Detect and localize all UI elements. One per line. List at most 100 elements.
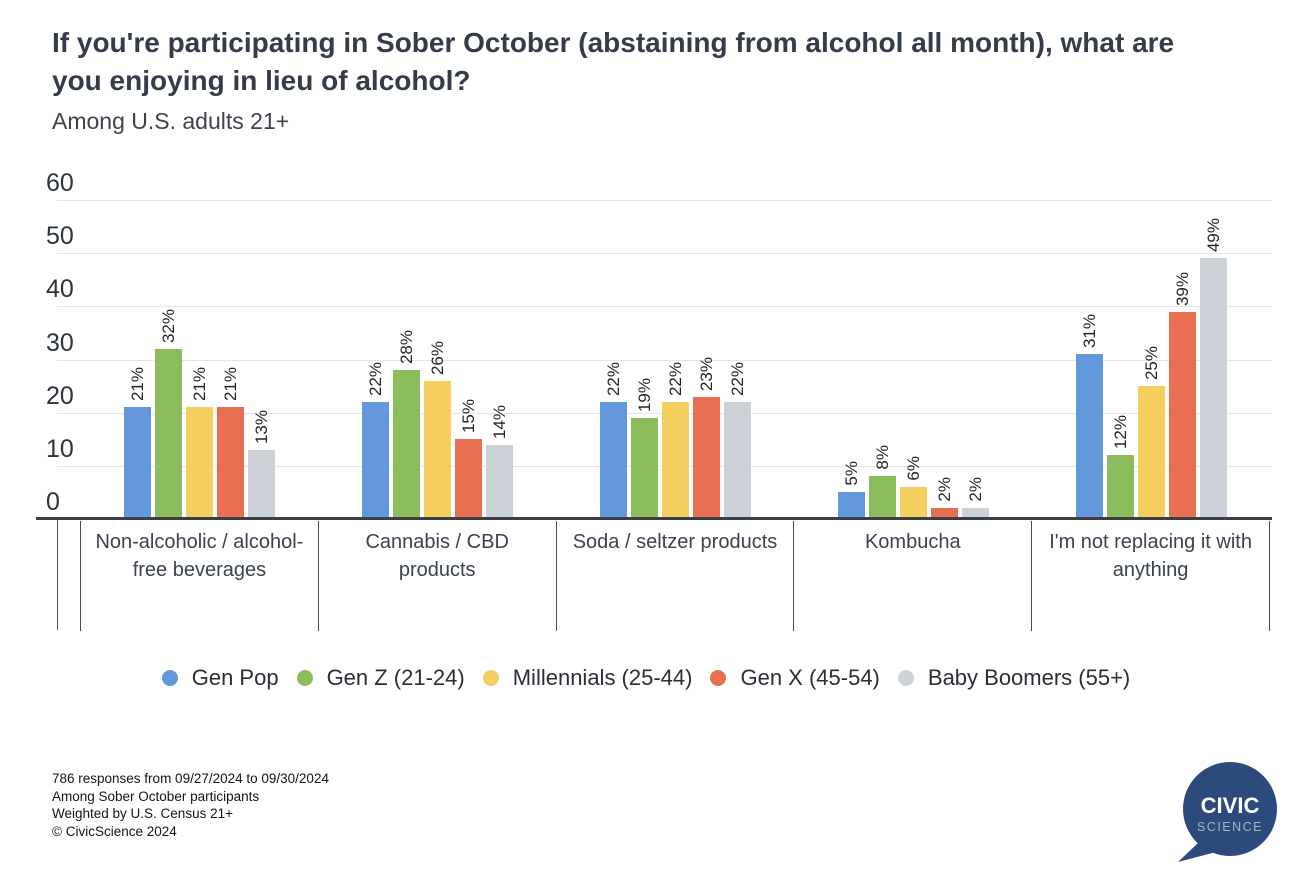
bar-value-label: 39%	[1172, 271, 1192, 306]
category-cell: Kombucha	[793, 521, 1031, 631]
y-axis-tick-label: 60	[46, 169, 74, 197]
bar-unit: 49%	[1199, 200, 1227, 519]
bar-unit: 21%	[216, 200, 244, 519]
bar	[454, 439, 482, 519]
bar	[185, 407, 213, 519]
bar-value-label: 49%	[1203, 217, 1223, 252]
footnotes: 786 responses from 09/27/2024 to 09/30/2…	[52, 770, 652, 840]
bar-value-label: 2%	[965, 477, 985, 502]
category-cell: I'm not replacing it with anything	[1031, 521, 1270, 631]
legend-swatch-circle	[897, 670, 914, 686]
legend-label: Gen Pop	[191, 665, 279, 690]
bar	[630, 418, 658, 519]
bar-group: 22% 28% 26% 15% 14%	[318, 200, 556, 519]
bar	[961, 508, 989, 519]
legend-label: Millennials (25-44)	[512, 665, 693, 690]
gridline	[57, 306, 1272, 307]
bar	[154, 349, 182, 519]
legend-item: Baby Boomers (55+)	[897, 665, 1131, 691]
y-axis-tick-label: 40	[46, 275, 74, 303]
bar	[247, 450, 275, 519]
category-cell: Non-alcoholic / alcohol-free beverages	[80, 521, 318, 631]
bar-unit: 8%	[868, 200, 896, 519]
y-axis-tick-label: 30	[46, 329, 74, 357]
bar	[1075, 354, 1103, 519]
chart-subtitle: Among U.S. adults 21+	[52, 108, 290, 134]
bar-unit: 22%	[599, 200, 627, 519]
footnote-line: Among Sober October participants	[52, 788, 260, 804]
bar-unit: 22%	[661, 200, 689, 519]
bar-group: 5% 8% 6% 2% 2%	[794, 200, 1032, 519]
bar-value-label: 12%	[1110, 414, 1130, 449]
logo-bubble-circle	[1183, 762, 1277, 856]
category-label: Non-alcoholic / alcohol-free beverages	[95, 531, 304, 581]
bar-value-label: 28%	[396, 329, 416, 364]
category-cell: Soda / seltzer products	[555, 521, 794, 631]
category-label: Kombucha	[864, 531, 961, 553]
bar-unit: 22%	[361, 200, 389, 519]
bar-unit: 13%	[247, 200, 275, 519]
bar-unit: 2%	[961, 200, 989, 519]
category-label: I'm not replacing it with anything	[1049, 531, 1252, 581]
bar-value-label: 21%	[127, 366, 147, 401]
bar	[123, 407, 151, 519]
y-axis-tick-label: 0	[46, 488, 60, 516]
y-axis-tick-label: 50	[46, 222, 74, 250]
y-axis-tick-label: 20	[46, 382, 74, 410]
bar-group: 22% 19% 22% 23% 22%	[556, 200, 794, 519]
bar	[868, 476, 896, 519]
legend-label: Gen Z (21-24)	[326, 665, 465, 690]
bar	[392, 370, 420, 519]
chart-title: If you're participating in Sober October…	[52, 27, 1175, 96]
bar	[1137, 386, 1165, 519]
bar-value-label: 21%	[189, 366, 209, 401]
bar-unit: 31%	[1075, 200, 1103, 519]
bar-unit: 12%	[1106, 200, 1134, 519]
bar-value-label: 23%	[696, 356, 716, 391]
bar	[1168, 312, 1196, 519]
bar-value-label: 14%	[489, 404, 509, 439]
logo-text-civic: CIVIC	[1201, 793, 1260, 818]
bar-unit: 14%	[485, 200, 513, 519]
bar-value-label: 15%	[458, 398, 478, 433]
legend: Gen Pop Gen Z (21-24) Millennials (25-44) G…	[0, 662, 1292, 694]
bar-value-label: 22%	[603, 361, 623, 396]
bar-value-label: 8%	[872, 445, 892, 470]
bar	[837, 492, 865, 519]
bar-value-label: 32%	[158, 308, 178, 343]
legend-label: Gen X (45-54)	[740, 665, 880, 690]
bar-value-label: 22%	[727, 361, 747, 396]
y-axis-tick-label: 10	[46, 435, 74, 463]
legend-swatch-circle	[482, 670, 499, 686]
bar-unit: 2%	[930, 200, 958, 519]
bar	[485, 445, 513, 519]
bar-value-label: 5%	[841, 461, 861, 486]
gridline	[57, 253, 1272, 254]
bar-unit: 25%	[1137, 200, 1165, 519]
gridline	[57, 360, 1272, 361]
bar-unit: 23%	[692, 200, 720, 519]
footnote-line: 786 responses from 09/27/2024 to 09/30/2…	[52, 771, 329, 786]
bar-value-label: 19%	[634, 377, 654, 412]
x-axis-line	[36, 517, 1272, 520]
bar-value-label: 21%	[220, 366, 240, 401]
bar-unit: 39%	[1168, 200, 1196, 519]
bar	[423, 381, 451, 519]
bar	[599, 402, 627, 519]
bar	[692, 397, 720, 519]
legend-swatch-circle	[296, 670, 313, 686]
bar	[661, 402, 689, 519]
plot-area: 21% 32% 21% 21% 13% 22% 28% 26% 15% 14% 22% 19% 22% 2…	[80, 200, 1270, 519]
civicscience-logo: CIVIC SCIENCE	[1178, 762, 1277, 862]
legend-item: Gen Pop	[161, 665, 279, 691]
legend-label: Baby Boomers (55+)	[927, 665, 1131, 690]
bar-unit: 21%	[123, 200, 151, 519]
bar-value-label: 2%	[934, 477, 954, 502]
category-label: Cannabis / CBD products	[365, 531, 509, 581]
legend-swatch-circle	[710, 670, 727, 686]
bar-value-label: 25%	[1141, 345, 1161, 380]
bar-group: 21% 32% 21% 21% 13%	[80, 200, 318, 519]
footnote-line: Weighted by U.S. Census 21+	[52, 806, 233, 821]
